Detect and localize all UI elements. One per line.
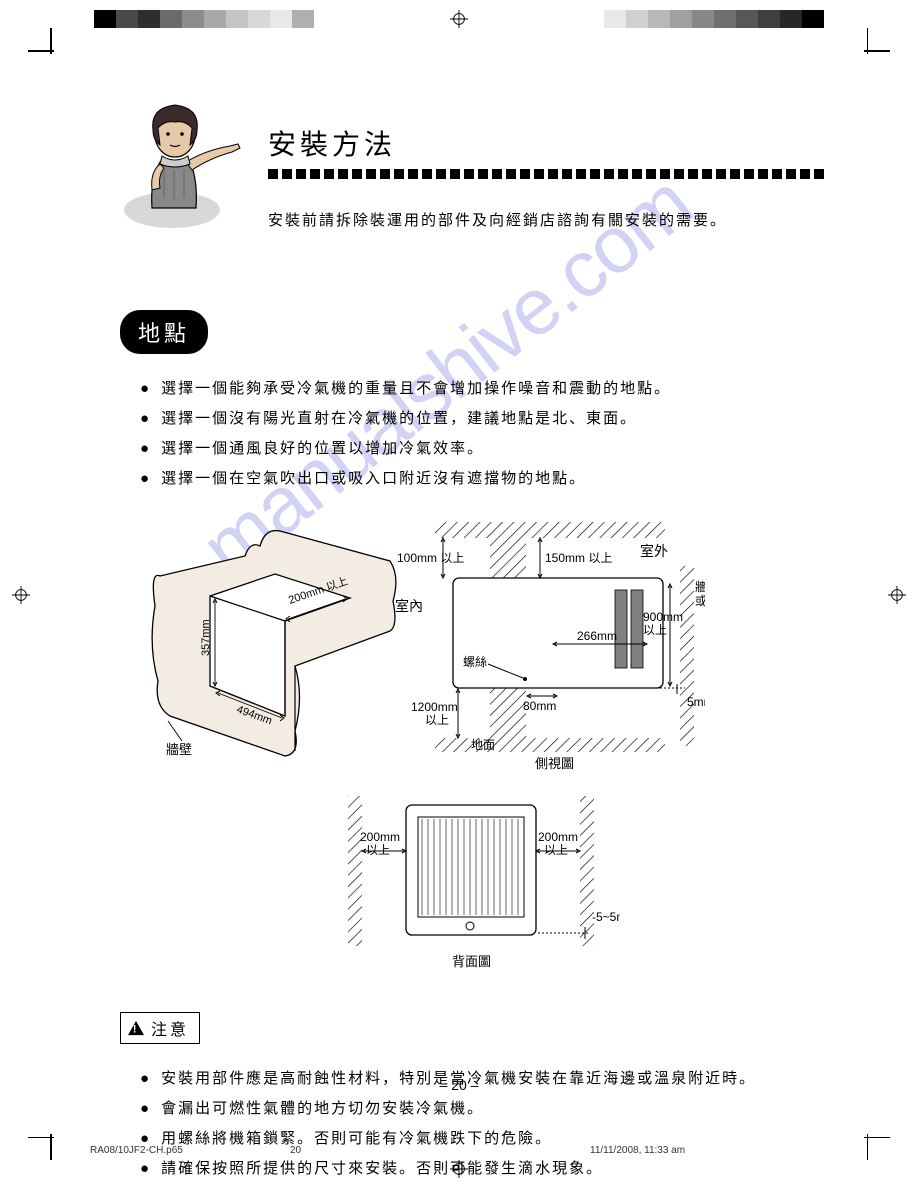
intro-text: 安裝前請拆除裝運用的部件及向經銷店諮詢有關安裝的需要。: [268, 209, 824, 230]
svg-text:地面: 地面: [471, 738, 495, 752]
footer-datetime: 11/11/2008, 11:33 am: [590, 1145, 828, 1156]
svg-text:100mm 以上: 100mm 以上: [397, 551, 464, 565]
registration-mark-icon: [888, 586, 906, 604]
svg-text:室內: 室內: [395, 598, 423, 614]
crop-mark-icon: [856, 28, 890, 62]
warning-triangle-icon: !: [127, 1020, 145, 1036]
svg-text:1200mm以上: 1200mm以上: [411, 700, 458, 727]
list-item: ●選擇一個沒有陽光直射在冷氣機的位置，建議地點是北、東面。: [140, 404, 820, 434]
svg-text:150mm 以上: 150mm 以上: [545, 551, 612, 565]
svg-text:!: !: [133, 1023, 139, 1035]
color-bar-right: [604, 10, 824, 28]
svg-text:5mm: 5mm: [687, 695, 705, 709]
list-item: ●選擇一個通風良好的位置以增加冷氣效率。: [140, 434, 820, 464]
installation-diagrams: 357mm 494mm 200mm 以上 牆壁: [140, 516, 820, 1006]
svg-text:900mm以上: 900mm以上: [643, 610, 683, 637]
svg-text:螺絲: 螺絲: [463, 654, 487, 669]
svg-text:側視圖: 側視圖: [535, 756, 574, 771]
page-title: 安裝方法: [268, 123, 824, 163]
page-number: – 20 –: [0, 1077, 918, 1093]
list-item: ●選擇一個能夠承受冷氣機的重量且不會增加操作噪音和震動的地點。: [140, 374, 820, 404]
bullet-list-location: ●選擇一個能夠承受冷氣機的重量且不會增加操作噪音和震動的地點。●選擇一個沒有陽光…: [140, 374, 820, 494]
svg-text:室外: 室外: [640, 543, 668, 559]
footer-page: 20: [290, 1145, 590, 1156]
caution-label: 注意: [151, 1016, 189, 1040]
svg-text:80mm: 80mm: [523, 699, 556, 713]
svg-text:牆壁: 牆壁: [166, 742, 192, 757]
list-item: ●會漏出可燃性氣體的地方切勿安裝冷氣機。: [140, 1094, 820, 1124]
svg-text:357mm: 357mm: [200, 619, 212, 656]
svg-text:200mm以上: 200mm以上: [360, 830, 400, 857]
side-view-diagram: 100mm 以上 150mm 以上 室外 室內 牆壁或圍牆 900mm以上 26…: [395, 516, 705, 776]
dotted-divider-icon: [268, 169, 824, 179]
caution-badge: ! 注意: [120, 1012, 200, 1044]
footer-info: RA08/10JF2-CH.p65 20 11/11/2008, 11:33 a…: [90, 1145, 828, 1156]
svg-text:266mm: 266mm: [577, 629, 617, 643]
registration-mark-icon: [450, 10, 468, 28]
list-item: ●請確保按照所提供的尺寸來安裝。否則可能發生滴水現象。: [140, 1154, 820, 1184]
back-view-diagram: 200mm以上 200mm以上 -5~5mm 背面圖: [330, 791, 620, 976]
footer-filename: RA08/10JF2-CH.p65: [90, 1145, 290, 1156]
registration-mark-icon: [12, 586, 30, 604]
svg-text:背面圖: 背面圖: [452, 954, 491, 969]
person-pointing-icon: [120, 90, 250, 230]
crop-mark-icon: [28, 28, 62, 62]
svg-text:牆壁或圍牆: 牆壁或圍牆: [695, 579, 705, 608]
svg-text:-5~5mm: -5~5mm: [592, 910, 620, 924]
svg-text:200mm以上: 200mm以上: [538, 830, 578, 857]
crop-mark-icon: [28, 1126, 62, 1160]
color-bar-left: [94, 10, 314, 28]
crop-mark-icon: [856, 1126, 890, 1160]
list-item: ●選擇一個在空氣吹出口或吸入口附近沒有遮擋物的地點。: [140, 464, 820, 494]
wall-opening-diagram: 357mm 494mm 200mm 以上 牆壁: [140, 526, 400, 766]
section-badge-location: 地點: [120, 310, 208, 354]
